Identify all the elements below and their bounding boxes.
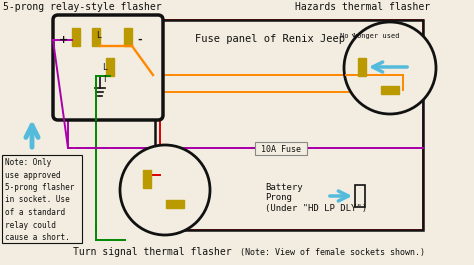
Bar (124, 28, 132, 46)
Circle shape (344, 22, 436, 114)
Text: -: - (137, 35, 142, 45)
Text: 10A Fuse: 10A Fuse (261, 144, 301, 153)
Bar (255, 142, 307, 155)
Bar (155, 20, 423, 230)
Bar (166, 200, 184, 208)
Text: (Note: View of female sockets shown.): (Note: View of female sockets shown.) (240, 248, 425, 257)
Circle shape (120, 145, 210, 235)
Text: +: + (59, 35, 69, 45)
Bar (381, 86, 399, 94)
Bar (92, 28, 100, 46)
Text: L: L (102, 64, 106, 73)
Bar (143, 170, 151, 188)
FancyBboxPatch shape (53, 15, 163, 120)
Text: L: L (96, 32, 100, 41)
Text: No longer used: No longer used (340, 33, 400, 39)
Bar (106, 58, 114, 76)
Bar (358, 58, 366, 76)
Text: I: I (103, 76, 105, 85)
Bar (72, 28, 80, 46)
Bar (355, 185, 365, 207)
Text: Hazards thermal flasher: Hazards thermal flasher (295, 2, 430, 12)
Text: Turn signal thermal flasher: Turn signal thermal flasher (73, 247, 232, 257)
Text: Battery
Prong
(Under "HD LP DLY"): Battery Prong (Under "HD LP DLY") (265, 183, 367, 213)
Text: Note: Only
use approved
5-prong flasher
in socket. Use
of a standard
relay could: Note: Only use approved 5-prong flasher … (5, 158, 74, 242)
Bar (2, 155, 82, 243)
Text: 5-prong relay-style flasher: 5-prong relay-style flasher (3, 2, 162, 12)
Text: Fuse panel of Renix Jeep XJ: Fuse panel of Renix Jeep XJ (195, 34, 364, 44)
